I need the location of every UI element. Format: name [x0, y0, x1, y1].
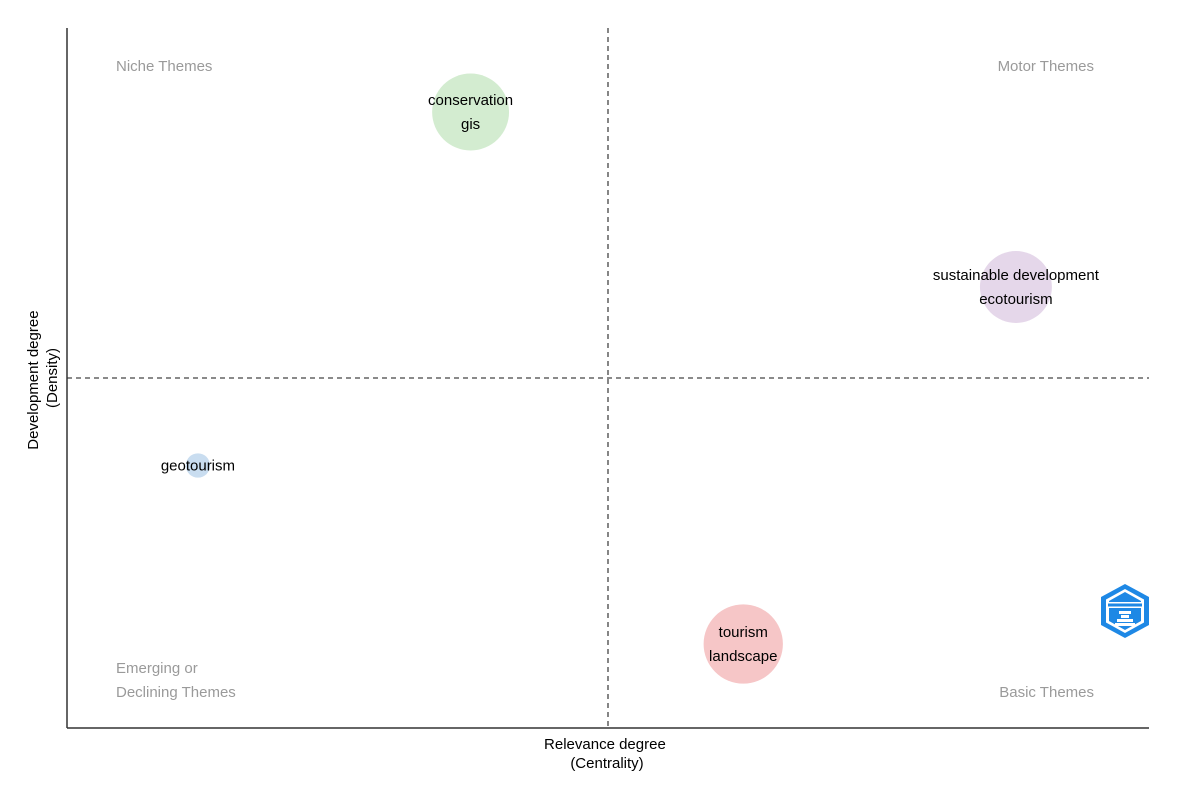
bubble-layer	[185, 73, 1052, 684]
quadrant-label-basic: Basic Themes	[999, 684, 1094, 701]
theme-label-line: tourism	[719, 624, 768, 641]
quadrant-label-line: Emerging or	[116, 660, 198, 677]
y-axis-title-line: Development degree	[25, 310, 42, 449]
theme-label: sustainable development ecotourism	[933, 267, 1100, 308]
theme-label: conservation gis	[428, 92, 513, 133]
x-axis-title-line: (Centrality)	[570, 755, 643, 772]
theme-label-line: sustainable development	[933, 267, 1100, 284]
theme-label-line: ecotourism	[979, 291, 1052, 308]
quadrant-label-line: Declining Themes	[116, 684, 236, 701]
x-axis-title: Relevance degree (Centrality)	[544, 736, 670, 772]
theme-bubble	[703, 604, 783, 684]
bibliometrix-logo-icon	[1101, 584, 1149, 638]
quadrant-label-emerging: Emerging or Declining Themes	[116, 660, 236, 701]
theme-label-line: gis	[461, 116, 480, 133]
theme-label: geotourism	[161, 458, 235, 475]
quadrant-label-line: Motor Themes	[998, 58, 1094, 75]
quadrant-label-motor: Motor Themes	[998, 58, 1094, 75]
x-axis-title-line: Relevance degree	[544, 736, 666, 753]
y-axis-title-group: Development degree (Density)	[25, 306, 61, 449]
quadrant-label-line: Niche Themes	[116, 58, 212, 75]
theme-bubble	[979, 251, 1052, 323]
theme-label-line: conservation	[428, 92, 513, 109]
bubble-label-layer: conservation gis sustainable development ec…	[161, 92, 1100, 665]
quadrant-label-line: Basic Themes	[999, 684, 1094, 701]
y-axis-title-line: (Density)	[44, 348, 61, 408]
quadrant-label-niche: Niche Themes	[116, 58, 212, 75]
theme-bubble	[432, 73, 510, 151]
theme-bubble	[185, 453, 211, 478]
theme-label-line: landscape	[709, 648, 777, 665]
theme-label-line: geotourism	[161, 458, 235, 475]
y-axis-title: Development degree (Density)	[25, 306, 61, 449]
theme-label: tourism landscape	[709, 624, 777, 665]
